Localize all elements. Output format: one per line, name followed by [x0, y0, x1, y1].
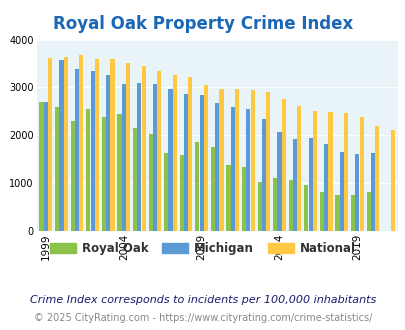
Bar — [354, 154, 358, 231]
Bar — [328, 112, 332, 231]
Bar — [350, 195, 354, 231]
Bar — [374, 126, 378, 231]
Bar — [75, 69, 79, 231]
Bar — [179, 155, 183, 231]
Bar — [230, 107, 234, 231]
Text: Crime Index corresponds to incidents per 100,000 inhabitants: Crime Index corresponds to incidents per… — [30, 295, 375, 305]
Bar — [226, 165, 230, 231]
Bar — [39, 102, 44, 231]
Bar — [292, 139, 296, 231]
Bar — [195, 142, 199, 231]
Bar — [323, 144, 328, 231]
Bar — [172, 75, 177, 231]
Bar — [203, 85, 207, 231]
Bar — [102, 117, 106, 231]
Bar — [132, 128, 137, 231]
Bar — [137, 83, 141, 231]
Bar — [188, 78, 192, 231]
Bar — [183, 94, 188, 231]
Bar — [273, 178, 277, 231]
Bar — [359, 116, 363, 231]
Bar — [70, 121, 75, 231]
Bar — [126, 63, 130, 231]
Bar — [219, 89, 223, 231]
Bar — [90, 71, 94, 231]
Bar — [296, 106, 301, 231]
Bar — [44, 102, 48, 231]
Bar — [55, 107, 59, 231]
Bar — [110, 59, 114, 231]
Text: © 2025 CityRating.com - https://www.cityrating.com/crime-statistics/: © 2025 CityRating.com - https://www.city… — [34, 313, 371, 323]
Bar — [117, 114, 121, 231]
Bar — [312, 112, 316, 231]
Bar — [241, 167, 245, 231]
Bar — [308, 138, 312, 231]
Bar — [303, 184, 308, 231]
Bar — [210, 147, 215, 231]
Bar — [86, 110, 90, 231]
Bar — [390, 130, 394, 231]
Bar — [48, 58, 52, 231]
Bar — [335, 195, 339, 231]
Bar — [152, 84, 157, 231]
Bar — [343, 113, 347, 231]
Bar — [257, 182, 261, 231]
Bar — [106, 75, 110, 231]
Bar — [215, 103, 219, 231]
Bar — [261, 118, 265, 231]
Bar — [288, 180, 292, 231]
Bar — [246, 109, 250, 231]
Bar — [199, 95, 203, 231]
Text: Royal Oak Property Crime Index: Royal Oak Property Crime Index — [53, 15, 352, 33]
Bar — [168, 89, 172, 231]
Bar — [265, 92, 270, 231]
Bar — [366, 192, 370, 231]
Bar — [122, 84, 126, 231]
Bar — [141, 66, 145, 231]
Bar — [339, 152, 343, 231]
Bar — [157, 71, 161, 231]
Bar — [164, 153, 168, 231]
Bar — [59, 60, 64, 231]
Bar — [79, 55, 83, 231]
Bar — [281, 99, 285, 231]
Bar — [148, 134, 152, 231]
Bar — [234, 89, 239, 231]
Legend: Royal Oak, Michigan, National: Royal Oak, Michigan, National — [45, 237, 360, 260]
Bar — [370, 152, 374, 231]
Bar — [64, 57, 68, 231]
Bar — [94, 59, 99, 231]
Bar — [319, 192, 323, 231]
Bar — [250, 90, 254, 231]
Bar — [277, 132, 281, 231]
